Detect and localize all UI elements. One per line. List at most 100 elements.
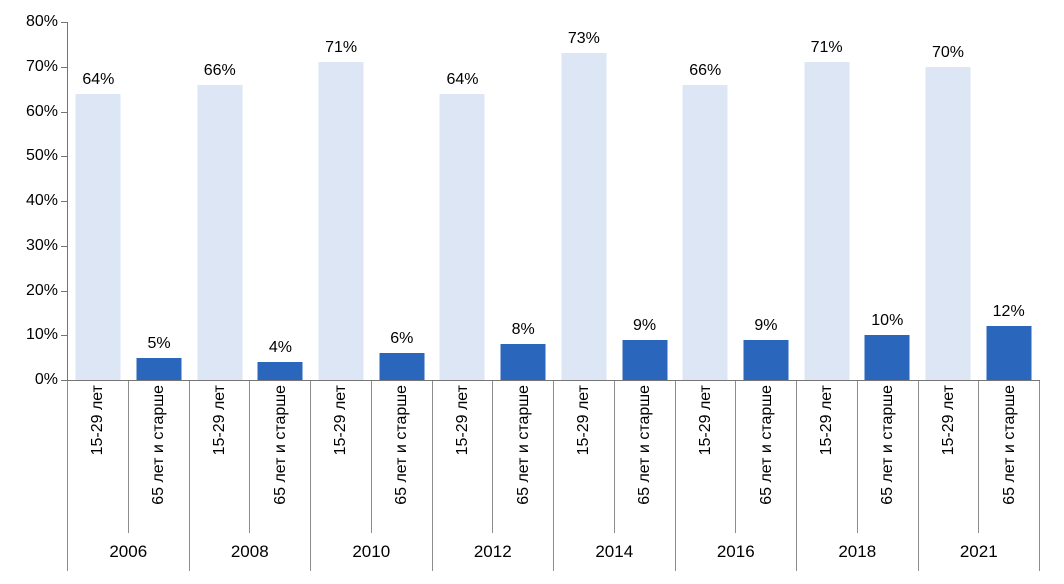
bar-value-label: 4% <box>268 339 292 357</box>
category-label-cell: 15-29 лет <box>554 381 615 533</box>
bar-cell: 12% <box>978 22 1039 380</box>
y-tick-mark <box>61 245 67 247</box>
year-group: 71% 10% <box>796 22 917 380</box>
category-label-row: 15-29 лет 65 лет и старше <box>676 381 797 533</box>
y-tick-label: 80% <box>25 13 58 30</box>
bar-age-15-29 <box>925 66 971 380</box>
category-label-65-plus: 65 лет и старше <box>879 385 897 505</box>
bar-value-label: 12% <box>992 303 1025 321</box>
bar-age-65-plus <box>136 357 182 380</box>
category-label-cell: 15-29 лет <box>68 381 129 533</box>
category-label-cell: 15-29 лет <box>919 381 980 533</box>
bar-cell: 6% <box>371 22 432 380</box>
category-label-row: 15-29 лет 65 лет и старше <box>68 381 189 533</box>
category-label-cell: 65 лет и старше <box>858 381 918 533</box>
y-tick-label: 30% <box>25 236 58 254</box>
year-group: 64% 5% <box>68 22 189 380</box>
category-label-row: 15-29 лет 65 лет и старше <box>311 381 432 533</box>
bar-value-label: 6% <box>390 330 414 348</box>
bar-age-65-plus <box>986 326 1032 380</box>
y-tick-mark <box>61 22 67 23</box>
x-axis-line <box>67 380 1040 381</box>
x-label-group: 15-29 лет 65 лет и старше 2012 <box>433 381 554 571</box>
bar-age-65-plus <box>864 335 910 380</box>
bar-age-65-plus <box>379 353 425 380</box>
x-label-group: 15-29 лет 65 лет и старше 2016 <box>676 381 797 571</box>
category-label-row: 15-29 лет 65 лет и старше <box>433 381 554 533</box>
bar-cell: 10% <box>857 22 918 380</box>
y-tick-mark <box>61 290 67 292</box>
category-label-15-29: 15-29 лет <box>332 385 350 456</box>
bar-cell: 71% <box>796 22 857 380</box>
category-label-cell: 15-29 лет <box>676 381 737 533</box>
y-tick-label: 20% <box>25 281 58 299</box>
bar-age-15-29 <box>804 62 850 380</box>
bar-value-label: 64% <box>82 70 115 88</box>
x-label-group: 15-29 лет 65 лет и старше 2006 <box>67 381 190 571</box>
category-label-cell: 65 лет и старше <box>493 381 553 533</box>
y-tick-mark <box>61 335 67 337</box>
year-group: 66% 4% <box>189 22 310 380</box>
y-tick-label: 70% <box>25 57 58 75</box>
bar-value-label: 66% <box>689 61 722 79</box>
bar-age-15-29 <box>439 93 485 380</box>
bar-cell: 66% <box>189 22 250 380</box>
category-label-row: 15-29 лет 65 лет и старше <box>554 381 675 533</box>
y-tick-mark <box>61 111 67 113</box>
year-group: 71% 6% <box>311 22 432 380</box>
bar-cell: 4% <box>250 22 311 380</box>
bar-age-15-29 <box>197 84 243 380</box>
category-label-65-plus: 65 лет и старше <box>393 385 411 505</box>
category-label-65-plus: 65 лет и старше <box>271 385 289 505</box>
bar-cell: 9% <box>614 22 675 380</box>
category-label-15-29: 15-29 лет <box>939 385 957 456</box>
bar-value-label: 71% <box>810 39 843 57</box>
bar-age-65-plus <box>743 339 789 380</box>
year-group: 66% 9% <box>675 22 796 380</box>
bar-value-label: 9% <box>632 316 657 334</box>
y-tick-label: 0% <box>34 371 58 388</box>
bar-value-label: 73% <box>567 30 600 48</box>
category-label-15-29: 15-29 лет <box>453 385 471 456</box>
category-label-cell: 65 лет и старше <box>129 381 189 533</box>
y-tick-label: 60% <box>25 102 58 120</box>
category-label-15-29: 15-29 лет <box>210 385 228 456</box>
bar-age-15-29 <box>318 62 364 380</box>
bar-cell: 66% <box>675 22 736 380</box>
category-label-cell: 15-29 лет <box>797 381 858 533</box>
bar-value-label: 70% <box>931 43 964 61</box>
x-axis-labels: 15-29 лет 65 лет и старше 2006 15-29 лет 65 … <box>67 381 1040 571</box>
x-label-group: 15-29 лет 65 лет и старше 2010 <box>311 381 433 571</box>
bar-value-label: 9% <box>754 316 778 334</box>
bar-cell: 64% <box>432 22 493 380</box>
bar-value-label: 10% <box>871 312 904 330</box>
y-tick-label: 40% <box>25 192 58 209</box>
category-label-65-plus: 65 лет и старше <box>514 385 532 505</box>
bar-age-15-29 <box>75 93 121 380</box>
bar-age-65-plus <box>500 344 546 380</box>
y-tick-mark <box>61 66 67 68</box>
category-label-cell: 65 лет и старше <box>979 381 1039 533</box>
category-label-65-plus: 65 лет и старше <box>1000 385 1018 505</box>
category-label-row: 15-29 лет 65 лет и старше <box>797 381 918 533</box>
bar-cell: 9% <box>736 22 797 380</box>
category-label-cell: 65 лет и старше <box>736 381 796 533</box>
y-tick-mark <box>61 380 67 381</box>
bar-cell: 73% <box>554 22 615 380</box>
bar-age-15-29 <box>561 53 607 380</box>
category-label-65-plus: 65 лет и старше <box>757 385 775 505</box>
category-label-cell: 15-29 лет <box>433 381 494 533</box>
y-axis-line <box>67 22 68 380</box>
x-label-group: 15-29 лет 65 лет и старше 2018 <box>797 381 919 571</box>
year-label: 2021 <box>959 542 998 561</box>
year-label: 2008 <box>230 542 269 561</box>
y-tick-label: 10% <box>25 326 58 344</box>
category-label-15-29: 15-29 лет <box>818 385 836 456</box>
category-label-65-plus: 65 лет и старше <box>636 385 654 505</box>
bar-cell: 8% <box>493 22 554 380</box>
category-label-row: 15-29 лет 65 лет и старше <box>919 381 1040 533</box>
category-label-65-plus: 65 лет и старше <box>150 385 168 505</box>
year-label: 2018 <box>838 542 877 561</box>
year-label: 2012 <box>473 542 512 561</box>
